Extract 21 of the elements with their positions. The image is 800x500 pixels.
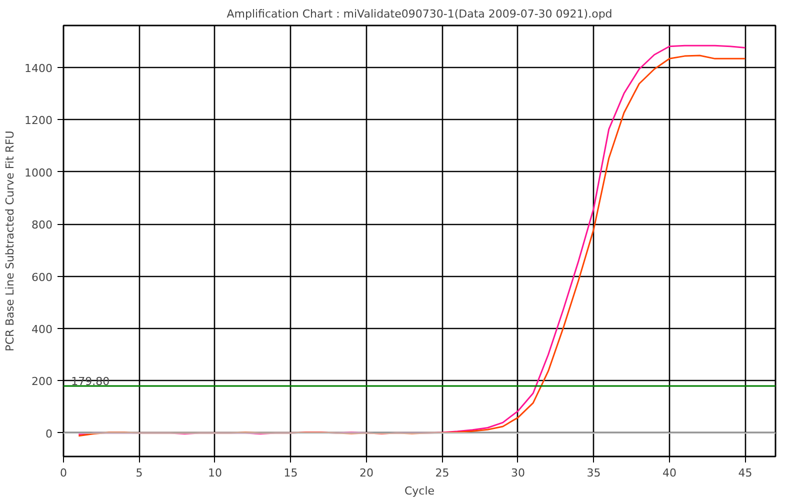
x-tick-label: 0: [60, 466, 67, 480]
x-tick-label: 30: [510, 466, 525, 480]
y-tick-label: 1400: [24, 62, 53, 75]
y-tick-label: 1200: [24, 114, 53, 128]
x-tick-label: 15: [284, 466, 298, 480]
x-axis-title: Cycle: [404, 484, 435, 498]
y-tick-label: 600: [32, 270, 53, 284]
x-tick-label: 45: [738, 466, 752, 480]
x-tick-label: 40: [662, 466, 676, 480]
x-tick-label: 35: [586, 466, 601, 480]
chart-title: Amplification Chart : miValidate090730-1(Data 2009-07-30 0921).opd: [226, 8, 612, 20]
y-tick-label: 800: [32, 218, 53, 232]
y-tick-label: 1000: [24, 166, 53, 180]
x-tick-label: 25: [435, 466, 450, 480]
y-tick-label: 200: [32, 375, 53, 388]
x-tick-label: 5: [136, 466, 143, 480]
y-tick-label: 0: [46, 427, 52, 440]
y-axis-title: PCR Base Line Subtracted Curve Fit RFU: [4, 130, 17, 352]
x-tick-label: 10: [208, 466, 222, 480]
y-tick-label: 400: [32, 323, 53, 336]
x-tick-label: 20: [359, 466, 374, 480]
